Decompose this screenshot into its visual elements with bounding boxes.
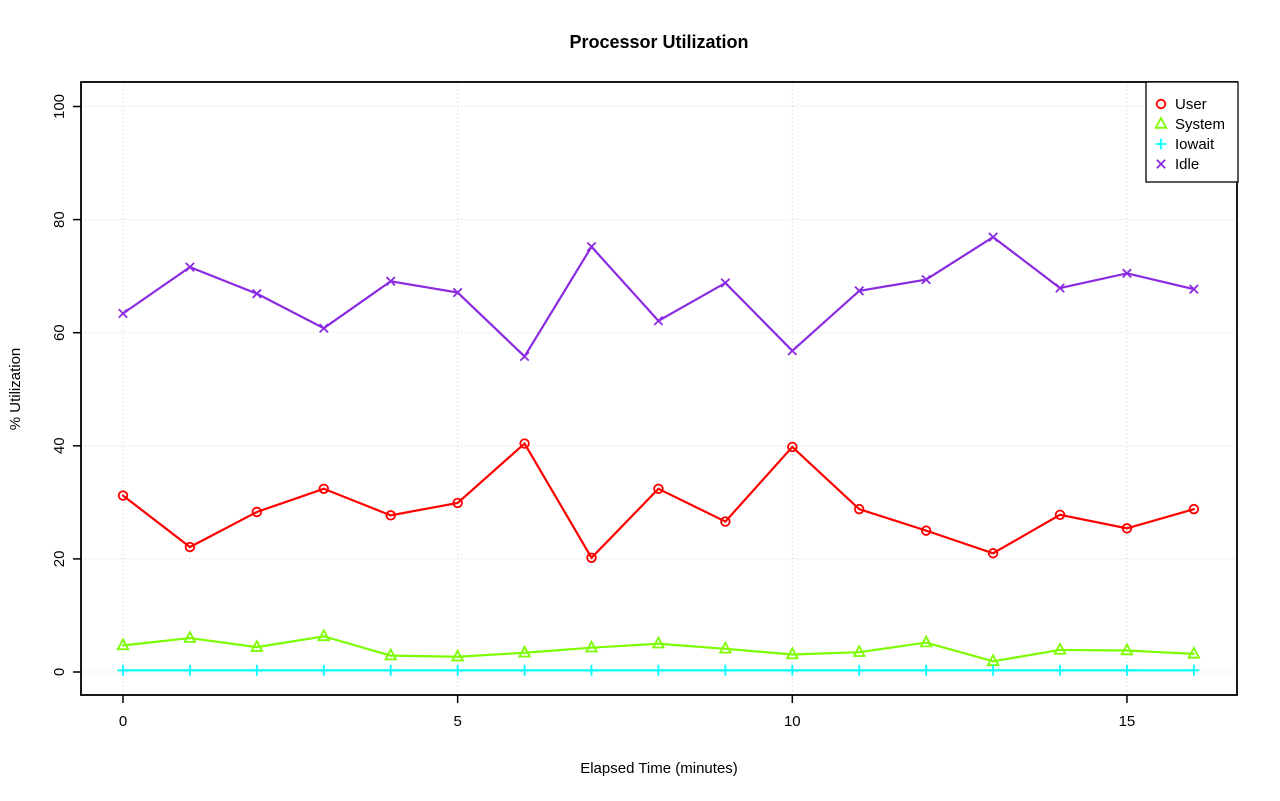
marker-system	[517, 644, 532, 658]
legend-label-idle: Idle	[1175, 156, 1199, 173]
marker-idle	[385, 276, 396, 287]
marker-system	[183, 630, 197, 643]
plot-border	[80, 81, 1238, 696]
marker-idle	[720, 278, 731, 288]
marker-system	[651, 635, 666, 649]
marker-idle	[653, 315, 664, 326]
marker-idle	[1055, 283, 1065, 293]
marker-user	[987, 548, 999, 559]
marker-system	[919, 634, 933, 648]
marker-idle	[586, 241, 597, 252]
marker-user	[184, 541, 196, 553]
marker-idle	[921, 274, 931, 285]
plot-area: 0 5 10 15 0 20 40 60 80 100 User System Iowait Idle	[51, 81, 1239, 730]
marker-idle	[988, 232, 998, 242]
y-axis-title: % Utilization	[7, 348, 24, 431]
marker-idle	[854, 286, 865, 296]
marker-iowait	[184, 664, 196, 676]
marker-system	[718, 640, 733, 654]
marker-user	[653, 483, 664, 494]
marker-system	[116, 637, 130, 651]
marker-user	[452, 497, 463, 509]
marker-user	[251, 506, 263, 518]
marker-user	[1121, 523, 1133, 534]
y-tick-label: 0	[51, 668, 68, 676]
marker-idle	[1189, 284, 1199, 294]
marker-user	[920, 525, 932, 536]
marker-system	[1187, 645, 1201, 659]
marker-system	[317, 628, 331, 642]
chart-title: Processor Utilization	[569, 32, 748, 52]
y-tick-label: 60	[51, 324, 68, 341]
legend-marker-iowait	[1155, 138, 1167, 150]
marker-system	[384, 647, 398, 661]
marker-user	[787, 441, 798, 453]
marker-user	[1054, 509, 1066, 520]
marker-iowait	[519, 664, 531, 676]
legend-label-iowait: Iowait	[1175, 136, 1215, 153]
marker-iowait	[117, 664, 129, 676]
marker-idle	[787, 345, 798, 356]
marker-idle	[452, 287, 463, 298]
marker-iowait	[1188, 664, 1200, 676]
series-line-user	[121, 441, 1195, 560]
marker-iowait	[1121, 664, 1133, 676]
x-tick-label: 5	[453, 713, 461, 730]
y-tick-label: 20	[51, 551, 68, 568]
marker-user	[117, 490, 129, 501]
marker-iowait	[452, 664, 464, 676]
y-tick-label: 80	[51, 211, 68, 228]
marker-user	[519, 438, 530, 449]
x-tick-label: 15	[1119, 713, 1136, 730]
marker-idle	[252, 288, 262, 299]
marker-idle	[185, 262, 195, 272]
legend-marker-system	[1154, 116, 1168, 129]
marker-user	[720, 516, 731, 527]
legend-marker-idle	[1156, 159, 1166, 169]
series-line-system	[121, 635, 1195, 663]
marker-system	[852, 644, 866, 657]
marker-idle	[1122, 268, 1132, 279]
marker-iowait	[1054, 664, 1066, 676]
marker-iowait	[385, 664, 397, 676]
x-tick-label: 10	[784, 713, 801, 730]
marker-idle	[118, 308, 128, 319]
legend-label-system: System	[1175, 116, 1225, 133]
marker-user	[385, 510, 396, 521]
marker-user	[586, 552, 597, 563]
marker-user	[318, 483, 329, 494]
x-tick-label: 0	[119, 713, 127, 730]
marker-iowait	[719, 664, 731, 676]
legend-marker-user	[1155, 98, 1167, 110]
marker-system	[1120, 642, 1134, 656]
y-tick-label: 100	[51, 94, 68, 119]
series-line-idle	[121, 235, 1195, 359]
legend-label-user: User	[1175, 96, 1207, 113]
marker-user	[854, 503, 865, 515]
marker-system	[250, 639, 264, 652]
marker-idle	[318, 323, 329, 334]
marker-iowait	[586, 664, 598, 676]
marker-system	[584, 639, 599, 653]
marker-system	[1053, 642, 1067, 655]
marker-user	[1188, 503, 1200, 515]
marker-system	[450, 648, 465, 662]
marker-iowait	[318, 664, 330, 676]
marker-iowait	[853, 664, 865, 676]
marker-iowait	[652, 664, 664, 676]
marker-iowait	[786, 664, 798, 676]
marker-iowait	[251, 664, 263, 676]
y-tick-label: 40	[51, 437, 68, 454]
x-axis-title: Elapsed Time (minutes)	[580, 760, 738, 777]
marker-iowait	[987, 664, 999, 676]
marker-system	[785, 646, 799, 660]
marker-idle	[519, 351, 530, 362]
marker-iowait	[920, 664, 932, 676]
